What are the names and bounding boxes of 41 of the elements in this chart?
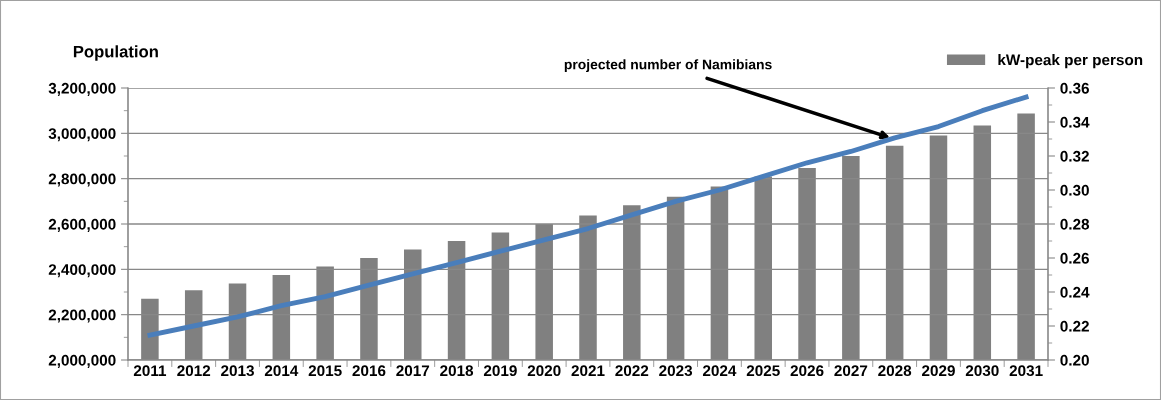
y-tick-label: 2,600,000 [48,218,116,232]
y-tick-label: 2,000,000 [48,354,116,368]
x-tick-label: 2025 [746,365,780,377]
y2-tick-label: 0.22 [1060,320,1089,332]
x-tick-label: 2022 [615,365,649,377]
line-series [147,94,1029,338]
y2-tick-label: 0.30 [1060,184,1089,196]
y-tick-label: 2,400,000 [48,264,116,278]
x-tick-label: 2014 [264,365,299,377]
y2-tick-label: 0.32 [1060,150,1089,162]
x-tick-label: 2031 [1009,365,1043,377]
x-tick-label: 2011 [133,365,167,377]
x-tick-label: 2019 [483,365,517,377]
y2-tick-label: 0.28 [1060,218,1090,230]
x-tick-label: 2024 [702,365,737,377]
annotation: projected number of Namibians [564,59,772,73]
x-tick-label: 2027 [834,365,868,377]
y2-tick-label: 0.20 [1060,354,1089,366]
x-tick-label: 2018 [440,365,474,377]
y-axis-title: Population [73,45,158,61]
y-tick-label: 2,200,000 [48,309,116,323]
x-tick-label: 2016 [352,365,386,377]
legend-label: kW-peak per person [998,54,1143,69]
y-tick-label: 3,200,000 [48,82,116,96]
x-tick-label: 2013 [221,365,254,377]
y-tick-label: 2,800,000 [48,173,116,187]
y2-tick-label: 0.34 [1060,116,1090,128]
x-tick-label: 2021 [571,365,605,377]
x-tick-label: 2012 [177,365,211,377]
y2-tick-label: 0.24 [1060,286,1090,298]
x-tick-label: 2026 [790,365,824,377]
y2-tick-label: 0.26 [1060,252,1089,264]
x-tick-label: 2028 [878,365,912,377]
y2-tick-label: 0.36 [1060,82,1089,94]
x-tick-label: 2029 [922,365,955,377]
y-tick-label: 3,000,000 [48,128,116,142]
x-tick-label: 2015 [308,365,342,377]
x-tick-label: 2030 [965,365,999,377]
x-tick-label: 2020 [527,365,561,377]
x-tick-label: 2017 [396,365,430,377]
x-tick-label: 2023 [659,365,693,377]
